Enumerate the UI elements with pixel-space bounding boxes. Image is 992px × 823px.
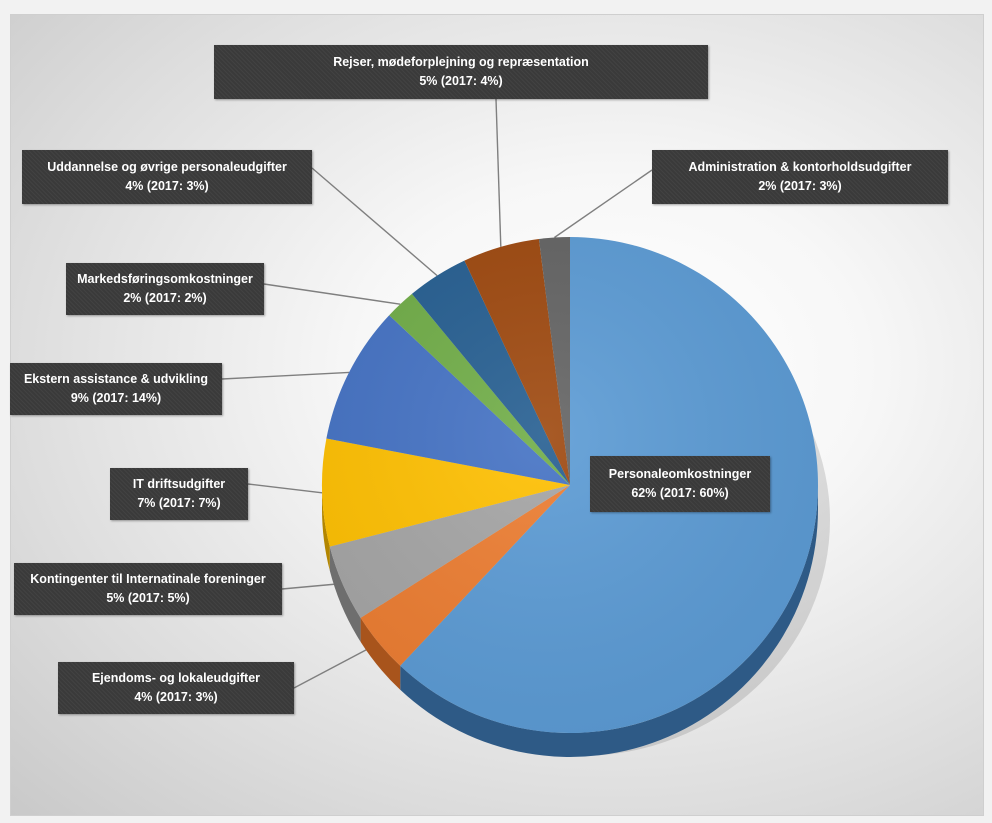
pie-sheen (322, 237, 818, 733)
pie-slice-side (360, 617, 401, 690)
leader-line (311, 167, 438, 277)
leader-line (221, 371, 350, 380)
callout-value: 5% (2017: 5%) (106, 591, 190, 605)
leader-line (263, 283, 401, 305)
leader-line (281, 582, 343, 590)
callout-label: IT driftsudgifter (132, 477, 226, 491)
callout-label: Uddannelse og øvrige personaleudgifter (47, 160, 287, 174)
callout-ejendoms: Ejendoms- og lokaleudgifter 4% (2017: 3%… (58, 662, 294, 714)
leader-line (293, 642, 380, 689)
leader-line (554, 169, 653, 239)
pie-slice-side (322, 485, 330, 571)
callout-rejser: Rejser, mødeforplejning og repræsentatio… (214, 45, 708, 99)
callout-value: 4% (2017: 3%) (134, 690, 218, 704)
callout-label: Rejser, mødeforplejning og repræsentatio… (333, 55, 589, 69)
leader-line (495, 98, 502, 247)
callout-label: Administration & kontorholdsudgifter (688, 160, 912, 174)
callout-value: 5% (2017: 4%) (419, 74, 503, 88)
callout-label: Kontingenter til Internatinale foreninge… (30, 572, 266, 586)
callout-value: 2% (2017: 2%) (123, 291, 207, 305)
leader-line (247, 483, 323, 494)
callout-value: 7% (2017: 7%) (137, 496, 221, 510)
callout-uddannelse: Uddannelse og øvrige personaleudgifter 4… (22, 150, 312, 204)
callout-kontingenter: Kontingenter til Internatinale foreninge… (14, 563, 282, 615)
callout-label: Markedsføringsomkostninger (77, 272, 253, 286)
callout-it-driftsudgifter: IT driftsudgifter 7% (2017: 7%) (110, 468, 248, 520)
callout-markedsforing: Markedsføringsomkostninger 2% (2017: 2%) (66, 263, 264, 315)
callout-value: 62% (2017: 60%) (631, 486, 729, 500)
callout-value: 9% (2017: 14%) (70, 391, 162, 405)
callout-label: Ekstern assistance & udvikling (23, 372, 209, 386)
callout-value: 4% (2017: 3%) (125, 179, 209, 193)
callout-ekstern-assistance: Ekstern assistance & udvikling 9% (2017:… (10, 363, 222, 415)
pie-slice-side (329, 546, 361, 642)
callout-personaleomkostninger: Personaleomkostninger 62% (2017: 60%) (590, 456, 770, 512)
pie-slice-side (400, 485, 818, 757)
callout-administration: Administration & kontorholdsudgifter 2% … (652, 150, 948, 204)
callout-label: Ejendoms- og lokaleudgifter (91, 671, 261, 685)
callout-label: Personaleomkostninger (608, 467, 752, 481)
callout-value: 2% (2017: 3%) (758, 179, 842, 193)
